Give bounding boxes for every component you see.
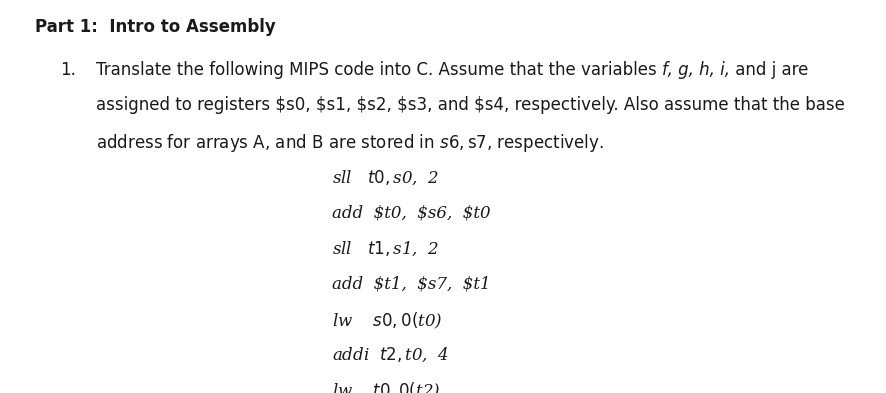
Text: assigned to registers $s0, $s1, $s2, $s3, and $s4, respectively. Also assume tha: assigned to registers $s0, $s1, $s2, $s3… [96,96,844,114]
Text: address for arrays A, and B are stored in $s6, $s7, respectively.: address for arrays A, and B are stored i… [96,132,603,154]
Text: 1.: 1. [60,61,76,79]
Text: sll   $t1,  $s1,  2: sll $t1, $s1, 2 [332,240,439,258]
Text: sll   $t0,  $s0,  2: sll $t0, $s0, 2 [332,169,439,187]
Text: lw    $t0,  0($t2): lw $t0, 0($t2) [332,381,440,393]
Text: add  $t0,  $s6,  $t0: add $t0, $s6, $t0 [332,204,491,221]
Text: lw    $s0,  0($t0): lw $s0, 0($t0) [332,310,443,331]
Text: Translate the following MIPS code into C. Assume that the variables: Translate the following MIPS code into C… [96,61,662,79]
Text: add  $t1,  $s7,  $t1: add $t1, $s7, $t1 [332,275,491,292]
Text: Part 1:  Intro to Assembly: Part 1: Intro to Assembly [35,18,276,36]
Text: addi  $t2,  $t0,  4: addi $t2, $t0, 4 [332,346,449,364]
Text: f, g, h, i,: f, g, h, i, [662,61,730,79]
Text: and j are: and j are [730,61,808,79]
